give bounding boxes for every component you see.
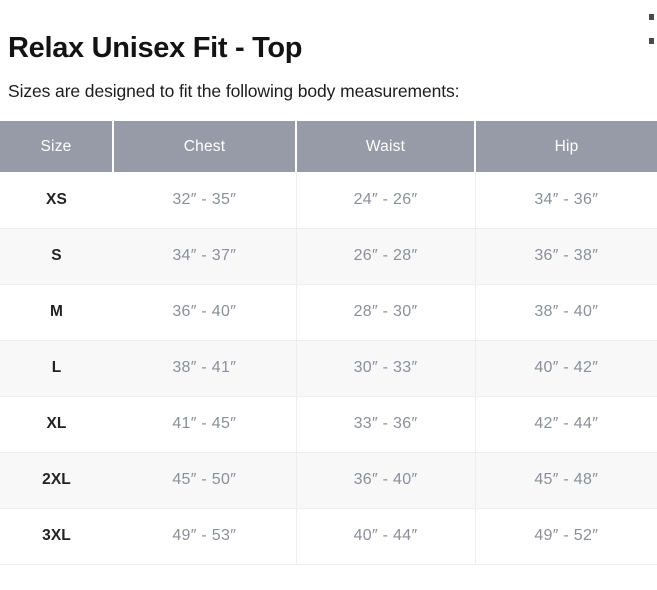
cell-size: XL (0, 396, 113, 453)
column-header-chest: Chest (113, 121, 297, 172)
cell-waist: 36″ - 40″ (296, 452, 476, 509)
table-row: L 38″ - 41″ 30″ - 33″ 40″ - 42″ (0, 340, 657, 397)
cell-chest: 34″ - 37″ (113, 228, 297, 285)
table-body: XS 32″ - 35″ 24″ - 26″ 34″ - 36″ S 34″ -… (0, 172, 657, 565)
cell-waist: 26″ - 28″ (296, 228, 476, 285)
cell-size: M (0, 284, 113, 341)
cell-hip: 40″ - 42″ (475, 340, 657, 397)
table-row: XL 41″ - 45″ 33″ - 36″ 42″ - 44″ (0, 396, 657, 453)
cell-waist: 40″ - 44″ (296, 508, 476, 565)
cell-size: S (0, 228, 113, 285)
table-row: S 34″ - 37″ 26″ - 28″ 36″ - 38″ (0, 228, 657, 285)
cell-chest: 36″ - 40″ (113, 284, 297, 341)
cell-hip: 34″ - 36″ (475, 172, 657, 229)
cursor-artifact-icon (649, 38, 654, 44)
cell-chest: 45″ - 50″ (113, 452, 297, 509)
size-table-container: Size Chest Waist Hip XS 32″ - 35″ 24″ - … (0, 121, 657, 565)
size-chart-table: Size Chest Waist Hip XS 32″ - 35″ 24″ - … (0, 121, 657, 565)
cell-chest: 49″ - 53″ (113, 508, 297, 565)
cell-chest: 32″ - 35″ (113, 172, 297, 229)
cell-waist: 24″ - 26″ (296, 172, 476, 229)
cell-hip: 42″ - 44″ (475, 396, 657, 453)
cell-waist: 30″ - 33″ (296, 340, 476, 397)
page-subtitle: Sizes are designed to fit the following … (8, 81, 460, 101)
cell-size: 3XL (0, 508, 113, 565)
table-row: 3XL 49″ - 53″ 40″ - 44″ 49″ - 52″ (0, 508, 657, 565)
cursor-artifact-icon (649, 14, 654, 20)
cell-hip: 49″ - 52″ (475, 508, 657, 565)
cell-chest: 41″ - 45″ (113, 396, 297, 453)
table-header-row: Size Chest Waist Hip (0, 121, 657, 172)
table-row: M 36″ - 40″ 28″ - 30″ 38″ - 40″ (0, 284, 657, 341)
cell-size: 2XL (0, 452, 113, 509)
table-header: Size Chest Waist Hip (0, 121, 657, 172)
table-row: 2XL 45″ - 50″ 36″ - 40″ 45″ - 48″ (0, 452, 657, 509)
cell-waist: 28″ - 30″ (296, 284, 476, 341)
table-row: XS 32″ - 35″ 24″ - 26″ 34″ - 36″ (0, 172, 657, 229)
column-header-waist: Waist (296, 121, 476, 172)
column-header-hip: Hip (475, 121, 657, 172)
cell-size: XS (0, 172, 113, 229)
cell-chest: 38″ - 41″ (113, 340, 297, 397)
cell-waist: 33″ - 36″ (296, 396, 476, 453)
heading-block: Relax Unisex Fit - Top Sizes are designe… (0, 0, 657, 102)
cell-hip: 38″ - 40″ (475, 284, 657, 341)
cell-hip: 36″ - 38″ (475, 228, 657, 285)
page-title: Relax Unisex Fit - Top (8, 32, 303, 64)
cell-hip: 45″ - 48″ (475, 452, 657, 509)
cell-size: L (0, 340, 113, 397)
column-header-size: Size (0, 121, 114, 172)
